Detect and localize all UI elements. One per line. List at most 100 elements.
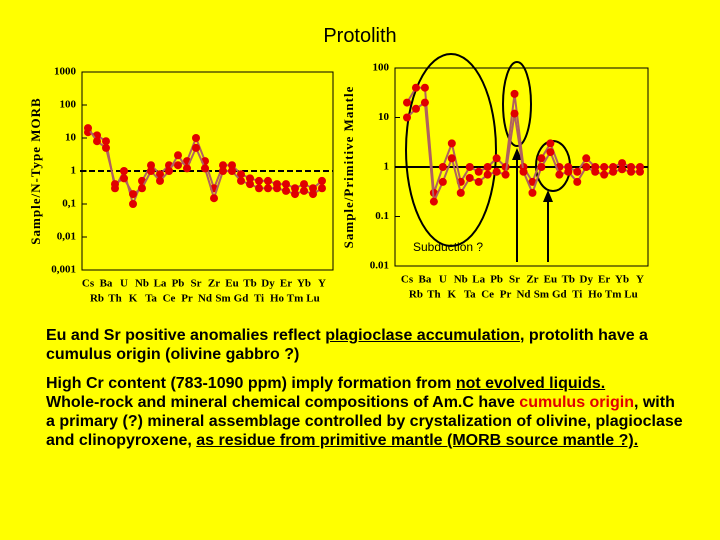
data-point [309, 190, 317, 199]
x-tick-label: Pr [181, 293, 193, 305]
data-point [156, 176, 164, 185]
y-tick-label: 1 [384, 161, 390, 173]
x-tick-label: Tm [605, 289, 622, 301]
data-point [609, 167, 618, 176]
x-tick-label: Ba [100, 278, 113, 290]
data-point [111, 180, 119, 189]
data-point [546, 148, 555, 157]
data-point [264, 176, 272, 185]
y-tick-label: 100 [373, 62, 390, 74]
data-point [300, 186, 308, 195]
x-tick-label: Ta [145, 293, 157, 305]
x-tick-label: La [472, 274, 485, 286]
data-point [456, 188, 465, 197]
text-run: not evolved liquids. [455, 375, 606, 392]
data-point [300, 180, 308, 189]
x-tick-label: Zr [526, 274, 538, 286]
x-tick-label: Y [318, 278, 326, 290]
x-tick-label: Y [636, 274, 644, 286]
data-point [129, 200, 137, 208]
x-tick-label: Pb [490, 274, 503, 286]
data-point [420, 83, 429, 92]
x-tick-label: Cs [82, 278, 95, 290]
x-tick-label: Lu [624, 289, 637, 301]
data-point [246, 180, 254, 189]
x-tick-label: Ti [254, 293, 264, 305]
data-point [147, 167, 155, 175]
data-point [501, 170, 510, 179]
x-tick-label: Nb [454, 274, 468, 286]
data-point [201, 164, 209, 173]
paragraph: High Cr content (783-1090 ppm) imply for… [46, 374, 686, 393]
data-point [174, 161, 182, 170]
x-tick-label: Nb [135, 278, 149, 290]
data-point [600, 170, 609, 179]
data-point [510, 89, 519, 98]
data-point [102, 143, 110, 152]
text-run: , with a primary (?) mineral assemblage … [46, 394, 683, 449]
data-point [192, 134, 200, 142]
data-point [255, 176, 263, 185]
y-tick-label: 0,01 [57, 231, 76, 243]
data-point [264, 184, 272, 193]
data-point [120, 167, 128, 175]
data-point [192, 143, 200, 152]
highlight-ellipse [502, 61, 532, 147]
x-tick-label: Gd [234, 293, 249, 305]
text-run: cumulus origin [519, 394, 634, 411]
x-tick-label: Er [598, 274, 610, 286]
x-tick-label: Yb [615, 274, 629, 286]
data-point [528, 177, 537, 186]
data-point [93, 137, 101, 146]
data-point [318, 184, 326, 193]
body-text: Eu and Sr positive anomalies reflect pla… [46, 326, 686, 460]
data-point [156, 170, 164, 179]
x-tick-label: Tm [287, 293, 304, 305]
x-tick-label: Ta [464, 289, 476, 301]
data-point [447, 139, 456, 148]
annotation: Subduction ? [413, 240, 483, 254]
x-tick-label: Gd [552, 289, 567, 301]
x-tick-label: Eu [544, 274, 557, 286]
y-tick-label: 1 [71, 165, 77, 177]
y-tick-label: 0.1 [375, 210, 389, 222]
data-point [492, 154, 501, 163]
data-point [627, 167, 636, 176]
x-tick-label: Rb [409, 289, 423, 301]
text-run: plagioclase accumulation [325, 327, 520, 344]
data-point [465, 173, 474, 182]
data-point [573, 167, 582, 176]
arrow-head [543, 190, 553, 202]
data-point [129, 190, 137, 199]
data-point [519, 167, 528, 176]
y-tick-label: 0,001 [51, 264, 76, 276]
data-point [183, 164, 191, 173]
x-tick-label: Cs [401, 274, 414, 286]
data-point [246, 174, 254, 183]
data-point [309, 184, 317, 193]
data-point [102, 137, 110, 146]
data-point [537, 163, 546, 171]
x-tick-label: Tb [562, 274, 575, 286]
data-point [403, 113, 411, 122]
x-tick-label: Er [280, 278, 292, 290]
data-point [483, 170, 492, 179]
data-point [291, 184, 299, 193]
highlight-ellipse [405, 53, 497, 247]
data-point [219, 167, 227, 175]
y-tick-label: 0.01 [370, 260, 389, 272]
data-point [318, 176, 326, 185]
x-tick-label: Ti [572, 289, 582, 301]
data-point [618, 159, 627, 168]
slide-title: Protolith [323, 25, 396, 47]
x-tick-label: Rb [90, 293, 104, 305]
data-point [237, 170, 245, 179]
data-point [537, 154, 546, 163]
text-run: as residue from primitive mantle (MORB s… [196, 432, 639, 449]
data-point [510, 109, 519, 118]
x-tick-label: Ho [588, 289, 603, 301]
x-tick-label: U [439, 274, 447, 286]
x-tick-label: Dy [261, 278, 275, 290]
x-tick-label: Dy [580, 274, 594, 286]
